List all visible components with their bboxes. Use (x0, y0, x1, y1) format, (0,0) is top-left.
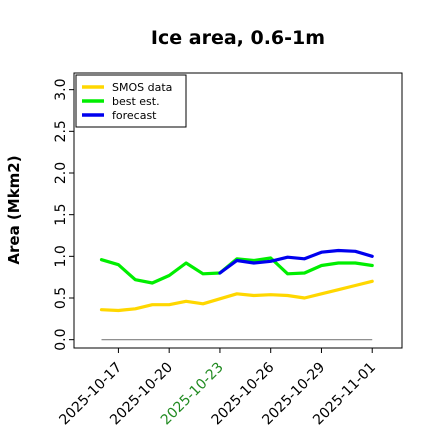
series-line-smos-data (99, 279, 374, 313)
x-ticks: 2025-10-172025-10-202025-10-232025-10-26… (56, 348, 379, 428)
series-line-forecast (218, 248, 374, 275)
legend-label: SMOS data (112, 81, 172, 94)
y-tick-label: 2.0 (53, 162, 69, 184)
plot-area (73, 72, 403, 349)
chart-title: Ice area, 0.6-1m (151, 27, 325, 49)
y-ticks: 0.0 0.5 1.0 1.5 2.0 2.5 3.0 (53, 79, 74, 351)
legend-box (75, 74, 187, 128)
series-line-best-est- (99, 256, 374, 285)
legend-label: forecast (112, 109, 157, 122)
y-tick-label: 0.5 (53, 287, 69, 309)
series-layer (99, 248, 374, 341)
y-tick-label: 1.5 (53, 204, 69, 226)
y-tick-label: 3.0 (53, 79, 69, 101)
y-tick-label: 2.5 (53, 120, 69, 142)
y-axis-label: Area (Mkm2) (5, 155, 23, 264)
y-tick-label: 0.0 (53, 329, 69, 351)
legend-label: best est. (112, 95, 160, 108)
y-tick-label: 1.0 (53, 245, 69, 267)
